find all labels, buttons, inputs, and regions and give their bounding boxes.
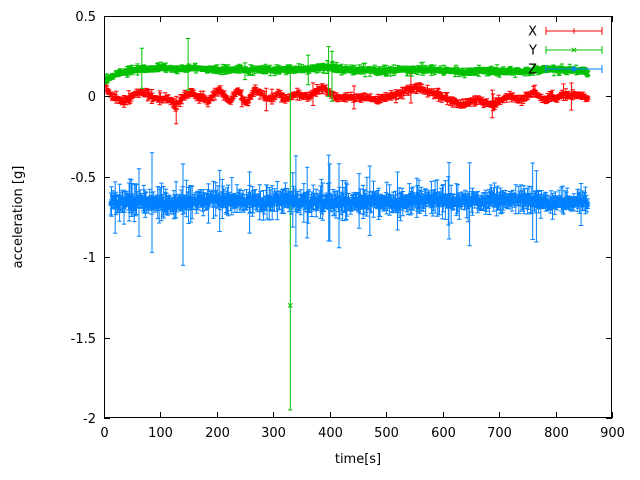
- y-tick-label-5: -2: [83, 412, 96, 427]
- x-tick-label-9: 900: [600, 426, 625, 441]
- x-tick-label-1: 100: [148, 426, 173, 441]
- x-axis-label: time[s]: [335, 452, 381, 467]
- x-tick-label-2: 200: [205, 426, 230, 441]
- legend-label-Z: Z: [528, 63, 537, 78]
- x-tick-label-4: 400: [318, 426, 343, 441]
- y-tick-label-0: 0.5: [75, 10, 96, 25]
- x-tick-label-3: 300: [261, 426, 286, 441]
- y-tick-label-1: 0: [88, 90, 96, 105]
- y-tick-label-2: -0.5: [71, 171, 96, 186]
- y-tick-label-3: -1: [83, 251, 96, 266]
- x-tick-label-5: 500: [374, 426, 399, 441]
- legend-label-X: X: [528, 25, 537, 40]
- y-axis-label: acceleration [g]: [11, 166, 26, 269]
- series-layer: [104, 38, 591, 411]
- series-Y-points: [104, 38, 591, 411]
- tick-labels: 0 100 200 300 400 500 600 700 800 900 0.5 0 -0.5 -1 -1…: [71, 10, 625, 441]
- x-tick-label-8: 800: [544, 426, 569, 441]
- legend-sample-X: [545, 27, 603, 35]
- series-Z-points: [108, 152, 591, 266]
- legend-sample-Y: [545, 46, 603, 54]
- legend: XYZ: [528, 25, 603, 78]
- x-tick-label-0: 0: [100, 426, 108, 441]
- y-tick-label-4: -1.5: [71, 332, 96, 347]
- plot-border: [104, 16, 612, 418]
- x-tick-label-7: 700: [487, 426, 512, 441]
- axis-ticks: [104, 16, 613, 419]
- legend-label-Y: Y: [528, 44, 537, 59]
- legend-sample-Z: [545, 65, 603, 73]
- x-tick-label-6: 600: [431, 426, 456, 441]
